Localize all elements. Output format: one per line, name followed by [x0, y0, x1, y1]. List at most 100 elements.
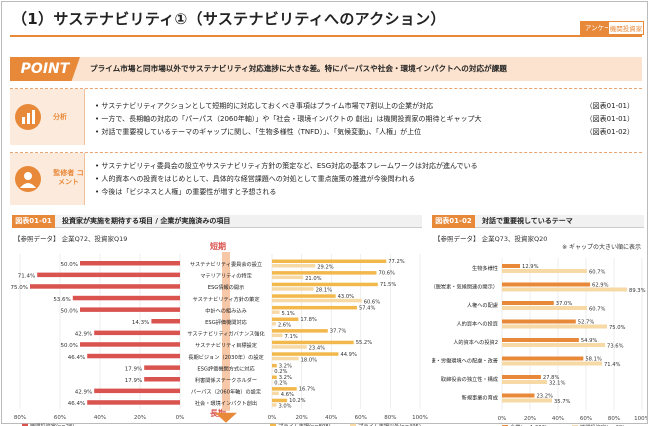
chart2-bar-investor — [502, 287, 628, 292]
chart2-bar-company — [502, 393, 535, 398]
chart1-label-prime: 55.2% — [356, 340, 373, 346]
chart1-legend-swatch — [22, 423, 28, 426]
chart1-bar-investor — [80, 261, 180, 266]
chart1-header: 図表01-01 投資家が実施を期待する項目 / 企業が実施済みの項目 — [12, 215, 422, 228]
chart2-title: 対話で重要視しているテーマ — [482, 217, 573, 225]
chart1-bar-prime — [272, 305, 357, 310]
chart1-bar-nonprime — [272, 298, 362, 303]
chart1-bar-investor — [144, 377, 180, 382]
chart2-label-investor: 75.0% — [609, 325, 626, 331]
chart2-legend-label: 機関投資家(n=28) — [580, 423, 624, 426]
chart2-svg: 生物多様性 12.9% 60.7% 気候変動（脱炭素・気候関連の開示） 62.9% 89.… — [432, 258, 647, 426]
chart2-bar-company — [502, 301, 554, 305]
chart2-label-company: 12.9% — [522, 264, 539, 270]
chart1-label-investor: 14.3% — [132, 320, 149, 326]
chart1-tick-right: 20% — [295, 415, 307, 421]
chart1-label-nonprime: 2.6% — [278, 323, 291, 329]
chart1-legend-swatch — [270, 423, 276, 426]
chart1-tick-left: 80% — [14, 415, 26, 421]
chart1-label-investor: 42.9% — [75, 332, 92, 338]
chart1-bar-nonprime — [272, 264, 316, 268]
chart2-bar-investor — [502, 398, 552, 403]
chart1-title: 投資家が実施を期待する項目 / 企業が実施済みの項目 — [62, 217, 231, 225]
chart2-label-company: 23.2% — [536, 394, 553, 400]
chart1-category: ESG情報の開示 — [208, 283, 245, 291]
point-bar: POINT プライム市場と同市場以外でサステナビリティ対応進捗に大きな差。特にパ… — [10, 57, 642, 81]
chart1-label-nonprime: 7.1% — [285, 334, 298, 340]
chart1-bar-nonprime — [272, 322, 276, 326]
chart1-label-nonprime: 21.0% — [305, 276, 322, 282]
chart2-label-investor: 71.4% — [604, 362, 621, 368]
chart1-label-investor: 71.4% — [18, 274, 35, 280]
supervisor-side: 監修者 コメント — [10, 153, 85, 205]
chart1-label-nonprime: 0.2% — [274, 369, 287, 375]
chart1-bar-prime — [272, 352, 339, 356]
title-rule — [10, 35, 642, 37]
chart1-tick-right: 0% — [268, 415, 277, 421]
chart1-label-investor: 50.0% — [61, 308, 78, 314]
chart1-bar-nonprime — [272, 356, 299, 361]
chart2-legend-label: 企業(n=1,302) — [510, 423, 547, 426]
chart1-label-prime: 44.9% — [340, 352, 357, 358]
chart1-label-investor: 53.6% — [53, 297, 70, 303]
chart1-legend-swatch — [350, 423, 356, 426]
chart1-bar-nonprime — [272, 403, 277, 407]
chart2-source: 【参照データ】 企業Q73、投資家Q20 — [434, 235, 548, 243]
chart2-bar-investor — [502, 306, 587, 310]
chart1-tick-right: 80% — [384, 415, 396, 421]
chart2-bar-company — [502, 356, 584, 361]
chart2-note: ※ ギャップの大きい順に表示 — [562, 244, 641, 251]
analysis-ref-2: （図表01-01） — [585, 115, 634, 123]
chart1-bar-nonprime — [272, 345, 307, 349]
chart2-label-investor: 60.7% — [589, 270, 606, 276]
chart1-bar-nonprime — [272, 310, 280, 314]
chart1-category: 中計への組み込み — [205, 306, 247, 314]
chart2-bar-investor — [502, 269, 587, 273]
chart2-bar-company — [502, 282, 591, 287]
chart1-category: 社会・環境インパクト創出 — [195, 399, 257, 407]
chart2-bar-investor — [502, 361, 602, 366]
chart2-bar-company — [502, 264, 521, 268]
chart1-tick-left: 0% — [176, 415, 185, 421]
point-text: プライム市場と同市場以外でサステナビリティ対応進捗に大きな差。特にパーパスや社会… — [90, 64, 507, 73]
person-icon — [15, 166, 41, 192]
chart2-label-company: 62.9% — [592, 283, 609, 289]
chart1-legend-label: プライム市場以外(n=495) — [358, 422, 421, 426]
chart1-bar-investor — [144, 365, 180, 370]
chart1-label-investor: 17.9% — [125, 366, 142, 372]
chart1-label-investor: 50.0% — [61, 262, 78, 268]
chart1-label-nonprime: 29.2% — [317, 265, 334, 271]
related-badge: 機関投資家 — [608, 21, 644, 35]
supervisor-box: 監修者 コメント サステナビリティ委員会の設立やサステナビリティ方針の策定など、… — [10, 152, 642, 205]
chart2-category: 新規事業の育成 — [462, 394, 498, 402]
chart2-number: 図表01-02 — [432, 215, 475, 228]
chart1-label-prime: 70.6% — [378, 271, 395, 277]
chart1-bar-prime — [272, 259, 387, 263]
chart1-label-prime: 43.0% — [338, 294, 355, 300]
chart1-bar-investor — [87, 353, 180, 359]
chart1-label-investor: 50.0% — [61, 343, 78, 349]
chart1-category: 長期ビジョン（2030年）の設定 — [188, 353, 263, 361]
chart1-category: サステナビリティ目標設定 — [195, 341, 257, 349]
analysis-item-1: サステナビリティアクションとして短期的に対応しておくべき事項はプライム市場で7割… — [95, 101, 433, 112]
chart2-category: 従業員の健康・労働環境への配慮・改善 — [432, 357, 498, 365]
chart2-bar-company — [502, 338, 579, 342]
chart2-label-company: 58.1% — [585, 357, 602, 363]
chart2-bar-investor — [502, 343, 606, 347]
analysis-item-2: 一方で、長期軸の対応の「パーパス（2060年軸）」や「社会・環境インパクトの 創… — [95, 114, 481, 125]
chart1-label-investor: 46.4% — [68, 355, 85, 361]
analysis-box: 分析 サステナビリティアクションとして短期的に対応しておくべき事項はプライム市場… — [10, 88, 642, 145]
chart1-arrow-shaft — [222, 252, 230, 411]
analysis-ref-1: （図表01-01） — [585, 102, 634, 110]
chart-icon — [15, 104, 41, 130]
chart1-category: サステナビリティ方針の策定 — [192, 295, 259, 303]
chart1-category: ESG評価機関方式に対応 — [197, 364, 255, 372]
chart1-label-prime: 3.2% — [279, 375, 292, 381]
chart2-tick: 0% — [498, 416, 507, 422]
chart1-label-nonprime: 0.2% — [274, 381, 287, 387]
chart1-label-prime: 57.4% — [359, 305, 376, 311]
chart1-bar-prime — [272, 398, 288, 403]
chart1-legend-label: プライム市場(n=808) — [278, 422, 331, 426]
chart2-category: 気候変動（脱炭素・気候関連の開示） — [432, 283, 498, 291]
chart2-tick: 80% — [608, 416, 620, 422]
